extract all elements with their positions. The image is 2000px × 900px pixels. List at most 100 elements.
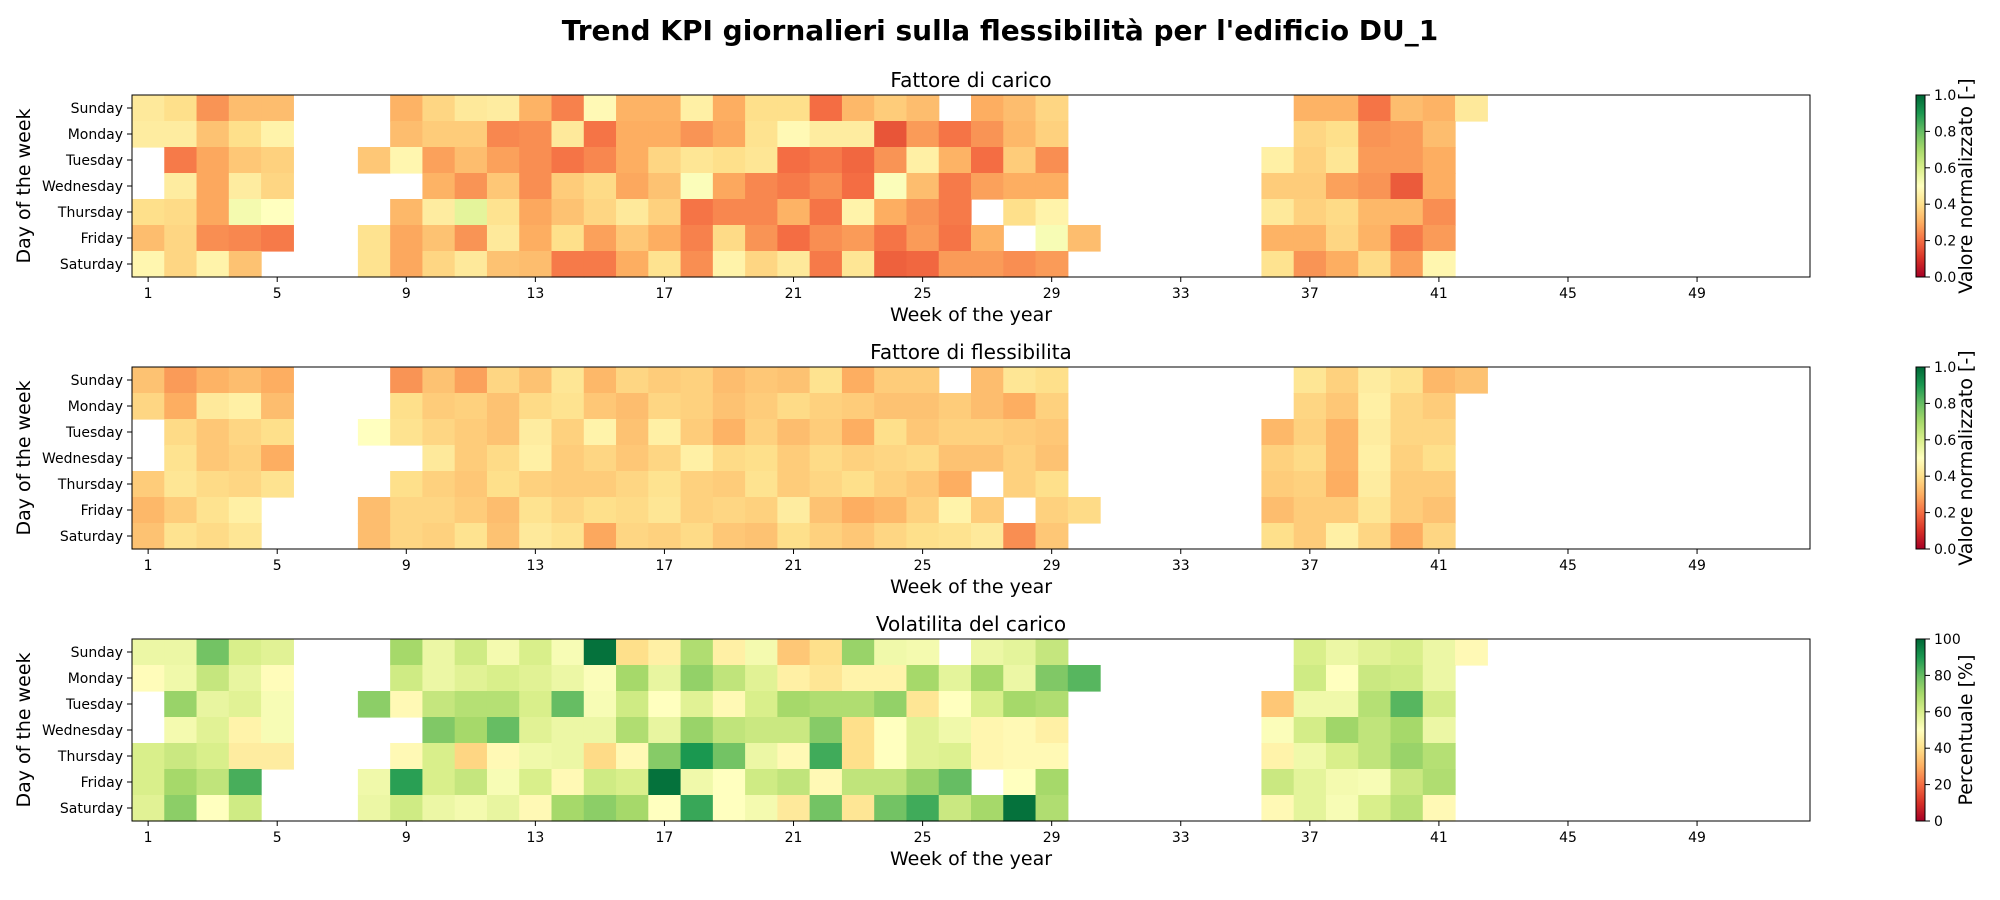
heatmap-cell [1325, 419, 1359, 446]
heatmap-cell [938, 691, 972, 718]
heatmap-cell [906, 639, 940, 666]
heatmap-cell [1390, 795, 1424, 822]
x-tick-label: 25 [914, 286, 932, 302]
x-tick-label: 9 [402, 286, 411, 302]
x-tick-label: 5 [273, 830, 282, 846]
heatmap-cell [486, 367, 520, 394]
heatmap-cell [712, 691, 746, 718]
heatmap-cell [1003, 121, 1037, 148]
heatmap-cell [1422, 691, 1456, 718]
heatmap-cell [519, 147, 553, 174]
x-tick-label: 13 [526, 286, 544, 302]
heatmap-cell [1422, 639, 1456, 666]
heatmap-cell [971, 497, 1004, 524]
heatmap-cell [1261, 795, 1295, 822]
heatmap-cell [745, 173, 778, 200]
heatmap-cell [1358, 769, 1392, 796]
heatmap-cell [486, 523, 520, 550]
colorbar-tick-label: 100 [1934, 632, 1961, 648]
heatmap-cell [583, 393, 617, 420]
x-tick-label: 29 [1043, 830, 1061, 846]
heatmap-cell [1390, 497, 1424, 524]
heatmap-cell [616, 523, 649, 550]
heatmap-cell [1325, 445, 1359, 472]
heatmap-cell [680, 769, 714, 796]
heatmap-cell [906, 665, 940, 692]
heatmap-cell [971, 147, 1004, 174]
heatmap-cell [422, 225, 456, 252]
heatmap-cell [616, 471, 649, 498]
heatmap-cell [261, 173, 294, 200]
heatmap-cell [551, 795, 585, 822]
heatmap-cell [486, 173, 520, 200]
heatmap-cell [616, 147, 649, 174]
heatmap-cell [648, 769, 682, 796]
y-tick-label: Wednesday [42, 179, 123, 195]
heatmap-cell [745, 769, 778, 796]
colorbar-tick-label: 40 [1934, 741, 1952, 757]
heatmap-cell [648, 523, 682, 550]
heatmap-cell [648, 393, 682, 420]
heatmap-cell [777, 445, 811, 472]
heatmap-cell [1390, 471, 1424, 498]
heatmap-cell [1390, 639, 1424, 666]
y-tick-label: Sunday [71, 373, 123, 389]
heatmap-panel-3: Volatilita del carico Sunday Monday Tuesday… [13, 612, 1977, 870]
x-tick-label: 1 [144, 830, 153, 846]
heatmap-cell [1390, 121, 1424, 148]
heatmap-cell [519, 691, 553, 718]
heatmap-cell [1422, 743, 1456, 770]
heatmap-cell [422, 173, 456, 200]
heatmap-cell [1003, 173, 1037, 200]
heatmap-cell [712, 769, 746, 796]
heatmap-cell [906, 445, 940, 472]
heatmap-cell [841, 717, 875, 744]
x-tick-label: 17 [656, 286, 674, 302]
heatmap-cell [583, 95, 617, 122]
heatmap-cell [1422, 173, 1456, 200]
colorbar-tick-label: 0.2 [1934, 506, 1956, 522]
heatmap-cell [648, 743, 682, 770]
heatmap-cell [1358, 419, 1392, 446]
heatmap-cell [777, 471, 811, 498]
heatmap-cell [680, 445, 714, 472]
colorbar-tick-label: 0.6 [1934, 161, 1956, 177]
heatmap-cell [1325, 717, 1359, 744]
heatmap-cell [1293, 769, 1327, 796]
heatmap-cell [906, 795, 940, 822]
heatmap-cell [777, 121, 811, 148]
heatmap-cell [1422, 121, 1456, 148]
x-tick-label: 21 [785, 558, 803, 574]
heatmap-cell [422, 665, 456, 692]
heatmap-cell [519, 523, 553, 550]
heatmap-cell [261, 665, 294, 692]
heatmap-cell [938, 199, 972, 226]
heatmap-cell [228, 147, 262, 174]
heatmap-cell [1035, 523, 1069, 550]
heatmap-cell [745, 497, 778, 524]
heatmap-cell [648, 121, 682, 148]
colorbar-tick-label: 0.6 [1934, 433, 1956, 449]
x-tick-label: 9 [402, 558, 411, 574]
heatmap-cell [809, 445, 843, 472]
heatmap-cell [422, 95, 456, 122]
heatmap-cell [809, 225, 843, 252]
heatmap-cell [261, 95, 294, 122]
heatmap-cell [1035, 497, 1069, 524]
heatmap-cell [616, 419, 649, 446]
heatmap-cell [777, 795, 811, 822]
heatmap-cell [841, 199, 875, 226]
heatmap-cell [261, 419, 294, 446]
heatmap-cell [777, 95, 811, 122]
heatmap-cell [261, 743, 294, 770]
heatmap-cell [1035, 225, 1069, 252]
heatmap-cell [906, 419, 940, 446]
heatmap-cell [551, 367, 585, 394]
heatmap-cell [196, 419, 230, 446]
heatmap-cell [1293, 367, 1327, 394]
heatmap-cell [906, 225, 940, 252]
heatmap-cell [777, 419, 811, 446]
y-tick-label: Saturday [60, 257, 123, 273]
heatmap-cell [648, 95, 682, 122]
heatmap-cell [971, 121, 1004, 148]
